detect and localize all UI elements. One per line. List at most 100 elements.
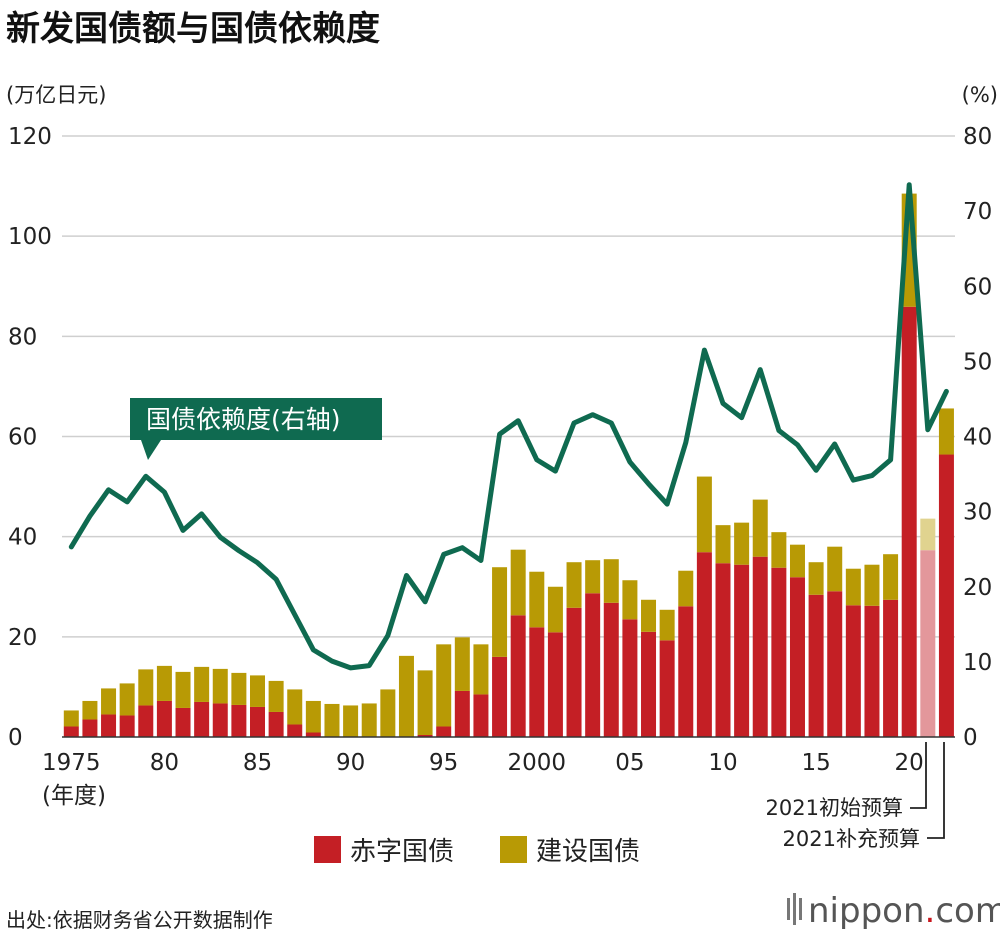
bar-construction-bond	[175, 671, 191, 708]
bar-construction-bond	[361, 703, 377, 737]
note-2021-supplementary: 2021补充预算	[783, 827, 920, 851]
bar-construction-bond	[119, 683, 135, 716]
bar-deficit-bond	[845, 605, 861, 737]
x-axis: 1975 80 85 90 95 2000 05 10 15 20	[42, 750, 924, 776]
bar-construction-bond	[101, 688, 117, 715]
bar-construction-bond	[194, 666, 210, 702]
bar-deficit-bond	[771, 567, 787, 737]
bar-construction-bond	[380, 689, 396, 737]
bar-deficit-bond	[864, 605, 880, 737]
bar-construction-bond	[343, 705, 359, 737]
bar-construction-bond	[883, 554, 899, 600]
left-tick-label: 80	[8, 324, 37, 350]
bar-construction-bond	[287, 689, 303, 725]
bar-deficit-bond	[603, 602, 619, 737]
bar-deficit-bond	[808, 594, 824, 737]
bar-deficit-bond	[566, 607, 582, 737]
bar-construction-bond	[454, 637, 470, 691]
bar-construction-bond	[231, 672, 247, 705]
bar-deficit-bond	[547, 632, 563, 737]
bar-construction-bond	[324, 703, 340, 737]
left-tick-label: 100	[8, 224, 52, 250]
right-tick-label: 40	[963, 425, 992, 451]
right-axis: 0 10 20 30 40 50 60 70 80	[963, 124, 992, 751]
bar-series	[63, 193, 954, 737]
left-tick-label: 40	[8, 525, 37, 551]
bar-deficit-bond	[678, 606, 694, 737]
bar-construction-bond	[603, 559, 619, 603]
bar-deficit-bond	[696, 552, 712, 737]
bar-deficit-bond	[82, 719, 98, 737]
bar-construction-bond	[250, 675, 265, 707]
bar-deficit-bond	[156, 700, 172, 737]
bar-deficit-bond	[473, 694, 489, 737]
bar-deficit-bond	[305, 732, 321, 737]
left-tick-label: 0	[8, 725, 23, 751]
bar-deficit-bond	[529, 627, 545, 737]
bar-construction-bond	[641, 599, 657, 632]
dependency-ratio-line	[68, 182, 949, 671]
bar-construction-bond	[622, 580, 638, 620]
bar-construction-bond	[436, 644, 452, 727]
dependency-callout: 国债依赖度(右轴)	[130, 398, 382, 460]
left-tick-label: 20	[8, 625, 37, 651]
bar-construction-bond	[82, 700, 98, 720]
bar-construction-bond	[212, 668, 228, 704]
bar-deficit-bond	[417, 734, 433, 737]
legend-swatch-construction-bonds	[500, 836, 527, 863]
x-tick-label: 05	[615, 750, 644, 776]
callout-pointer	[141, 440, 161, 460]
bar-deficit-bond	[510, 615, 526, 737]
bar-construction-bond	[864, 564, 880, 606]
x-tick-label: 15	[801, 750, 830, 776]
bar-construction-bond	[696, 476, 712, 553]
bar-construction-bond	[789, 544, 805, 578]
bar-deficit-bond	[938, 454, 954, 737]
bar-construction-bond	[510, 549, 526, 616]
bar-construction-bond	[845, 568, 861, 606]
bar-deficit-bond	[492, 656, 508, 737]
bar-construction-bond	[808, 562, 824, 595]
bar-construction-bond	[771, 532, 787, 568]
left-tick-label: 120	[8, 124, 52, 150]
legend-swatch-deficit-bonds	[314, 836, 341, 863]
bar-construction-bond	[659, 609, 675, 641]
budget-notes: 2021初始预算 2021补充预算	[766, 742, 945, 851]
bar-deficit-bond	[268, 711, 284, 737]
bar-construction-bond	[417, 670, 433, 735]
bar-construction-bond	[138, 669, 154, 706]
x-tick-label: 10	[708, 750, 737, 776]
bar-deficit-bond	[901, 306, 917, 737]
bar-deficit-bond	[454, 690, 470, 737]
bar-construction-bond	[156, 665, 172, 701]
x-tick-label: 80	[150, 750, 179, 776]
note-2021-supplementary-leader	[927, 742, 945, 839]
right-tick-label: 70	[963, 199, 992, 225]
x-tick-label: 90	[336, 750, 365, 776]
bar-construction-bond	[734, 522, 750, 565]
bar-construction-bond	[752, 499, 768, 557]
bar-deficit-bond	[63, 726, 79, 737]
bar-deficit-bond	[585, 593, 601, 737]
bar-deficit-bond	[715, 563, 731, 737]
bar-construction-bond	[398, 655, 414, 737]
chart-title: 新发国债额与国债依赖度	[6, 9, 380, 49]
left-axis-unit: (万亿日元)	[6, 83, 106, 107]
bar-construction-bond	[827, 546, 843, 592]
note-2021-initial-leader	[910, 742, 927, 809]
callout-box	[130, 398, 382, 440]
bar-deficit-bond	[175, 707, 191, 737]
bar-deficit-bond	[101, 714, 117, 737]
left-tick-label: 60	[8, 425, 37, 451]
gridlines	[62, 135, 955, 638]
bar-deficit-bond	[734, 564, 750, 737]
logo-wordmark: nippon.com	[808, 891, 1000, 931]
right-tick-label: 20	[963, 575, 992, 601]
bar-deficit-bond	[231, 704, 247, 737]
right-tick-label: 0	[963, 725, 978, 751]
nippon-logo: nippon.com	[787, 891, 1000, 931]
bar-construction-bond	[268, 680, 284, 712]
x-tick-label: 1975	[42, 750, 101, 776]
bar-deficit-bond	[789, 577, 805, 737]
